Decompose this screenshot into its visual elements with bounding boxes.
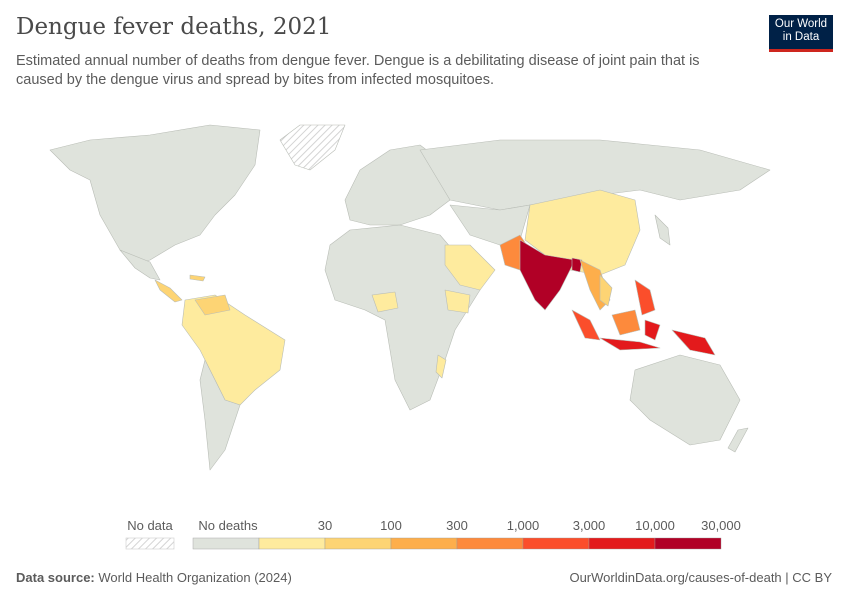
data-source: Data source: World Health Organization (… (16, 570, 292, 585)
legend-tick-label: 10,000 (635, 518, 675, 533)
legend-no-deaths-swatch (192, 537, 260, 550)
region-central-america[interactable] (154, 279, 183, 303)
chart-title: Dengue fever deaths, 2021 (16, 14, 332, 40)
region-sulawesi[interactable] (644, 319, 661, 341)
source-value: World Health Organization (2024) (98, 570, 292, 585)
region-japan[interactable] (654, 214, 671, 246)
legend-tick-label: 300 (446, 518, 468, 533)
legend-bin-swatch (390, 537, 458, 550)
legend-tick-label: 100 (380, 518, 402, 533)
region-java-islands[interactable] (599, 337, 661, 351)
legend-bin-swatch (588, 537, 656, 550)
source-url[interactable]: OurWorldinData.org/causes-of-death | CC … (569, 570, 832, 585)
region-north-america[interactable] (49, 124, 261, 266)
region-south-america-south[interactable] (199, 359, 241, 471)
region-china[interactable] (524, 189, 641, 276)
region-greenland[interactable] (279, 124, 346, 171)
legend-no-data-swatch (125, 537, 175, 550)
region-mexico[interactable] (119, 249, 161, 281)
region-sumatra[interactable] (571, 309, 601, 341)
region-ethiopia[interactable] (444, 289, 471, 314)
legend-bin-swatch (324, 537, 392, 550)
owid-logo[interactable]: Our World in Data (769, 15, 833, 52)
source-label: Data source: (16, 570, 95, 585)
region-caribbean[interactable] (189, 274, 206, 282)
legend-bin-swatch (258, 537, 326, 550)
legend-bin-swatch (522, 537, 590, 550)
legend-bin-swatch (654, 537, 722, 550)
world-map[interactable] (0, 110, 850, 500)
region-borneo[interactable] (611, 309, 641, 336)
legend-tick-label: 1,000 (507, 518, 540, 533)
legend-tick-label: 3,000 (573, 518, 606, 533)
legend-no-data-label: No data (127, 518, 173, 533)
region-venezuela[interactable] (194, 294, 231, 316)
legend-no-deaths-label: No deaths (198, 518, 258, 533)
region-thailand-vietnam[interactable] (599, 274, 613, 307)
region-mozambique[interactable] (435, 354, 447, 379)
region-russia[interactable] (419, 139, 771, 211)
legend-tick-label: 30,000 (701, 518, 741, 533)
color-legend: No data No deaths 30 100 300 1,000 3,000 10,0… (125, 518, 741, 550)
region-nigeria[interactable] (371, 291, 399, 313)
region-australia[interactable] (629, 354, 741, 446)
region-saudi-arabia[interactable] (444, 244, 496, 291)
region-new-guinea[interactable] (671, 329, 716, 356)
region-south-america-north[interactable] (181, 294, 286, 406)
region-philippines[interactable] (634, 279, 656, 316)
chart-subtitle: Estimated annual number of deaths from d… (16, 53, 700, 88)
legend-bin-swatch (456, 537, 524, 550)
region-new-zealand[interactable] (727, 427, 749, 453)
region-bangladesh[interactable] (571, 257, 583, 273)
legend-tick-label: 30 (318, 518, 332, 533)
region-india[interactable] (519, 239, 576, 311)
